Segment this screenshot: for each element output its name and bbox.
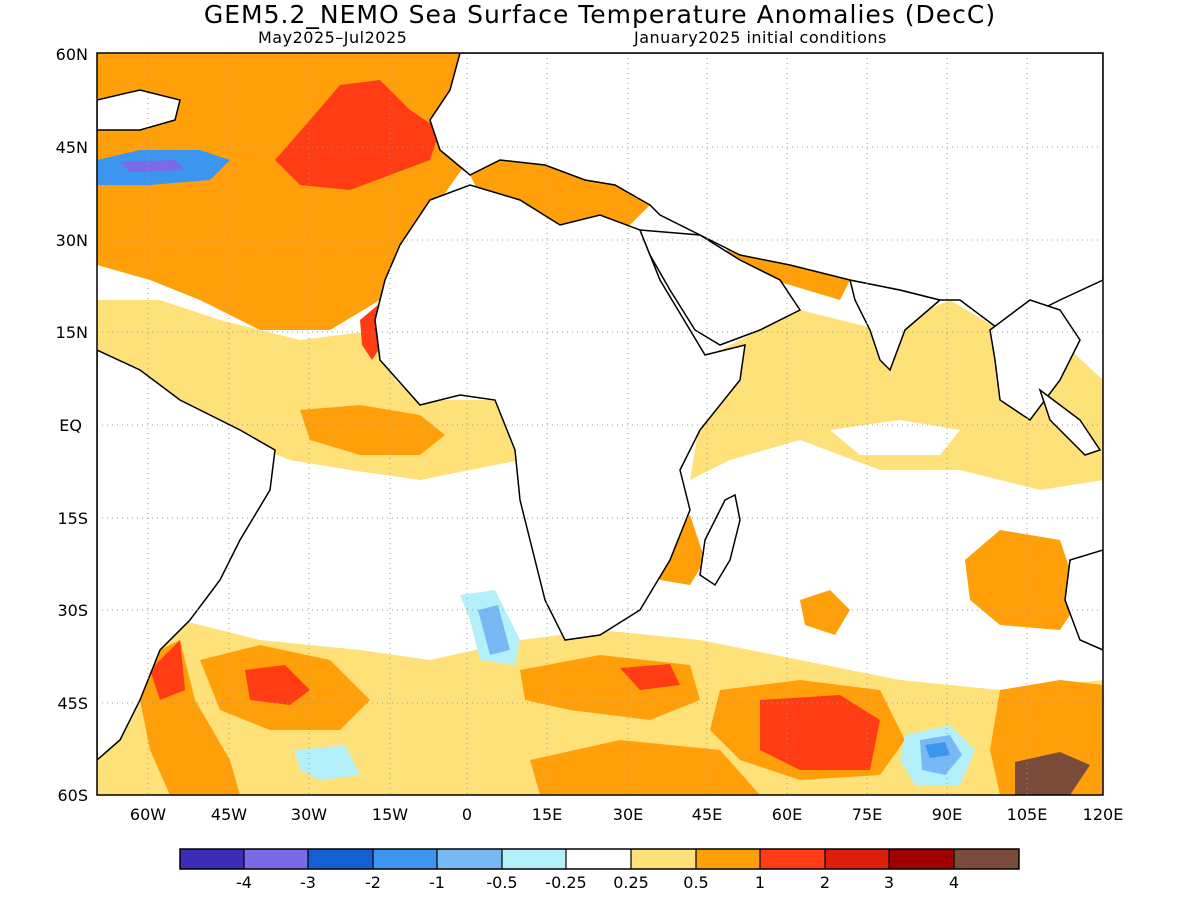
legend-swatch xyxy=(244,849,308,869)
south-indian-orange-2 xyxy=(800,590,850,635)
lon-label: 60E xyxy=(772,805,802,824)
southern-ocean-red-3 xyxy=(760,695,880,770)
lat-label: 30S xyxy=(57,601,88,620)
lon-label: 60W xyxy=(130,805,166,824)
map-frame xyxy=(96,52,1104,796)
legend-frame xyxy=(179,848,1020,870)
lon-label: 15E xyxy=(532,805,562,824)
legend-swatch xyxy=(631,849,696,869)
legend-label: -0.25 xyxy=(545,873,586,892)
color-legend: -4 -3 -2 -1 -0.5 -0.25 0.25 0.5 1 2 3 4 xyxy=(179,848,1020,892)
lat-label: 15S xyxy=(57,509,88,528)
southern-ocean-cold-2 xyxy=(295,745,360,780)
legend-label: -3 xyxy=(300,873,316,892)
north-atlantic-red xyxy=(275,80,440,190)
lat-label: 60N xyxy=(56,45,88,64)
legend-swatch xyxy=(825,849,889,869)
legend-swatch xyxy=(180,849,244,869)
lon-label: 30W xyxy=(291,805,327,824)
lon-label: 120E xyxy=(1083,805,1124,824)
lat-axis: 60N 45N 30N 15N EQ 15S 30S 45S 60S xyxy=(56,45,88,805)
north-america-edge xyxy=(97,89,181,131)
south-atlantic-red-west xyxy=(150,640,185,700)
indian-ocean-white-patch xyxy=(830,420,960,455)
legend-label: 2 xyxy=(820,873,830,892)
arabia-landmass xyxy=(638,229,802,346)
southeast-asia-landmass xyxy=(989,299,1081,422)
legend-swatch xyxy=(696,849,760,869)
legend-swatch xyxy=(889,849,954,869)
lon-label: 45W xyxy=(211,805,247,824)
lat-label: 45N xyxy=(56,138,88,157)
lat-label: 60S xyxy=(57,786,88,805)
legend-label: 0.25 xyxy=(613,873,649,892)
southern-ocean-brown xyxy=(1015,752,1090,795)
legend-label: 4 xyxy=(949,873,959,892)
southern-ocean-red-1 xyxy=(245,665,310,705)
legend-swatch xyxy=(373,849,437,869)
legend-swatch xyxy=(566,849,631,869)
lon-label: 75E xyxy=(852,805,882,824)
south-indian-orange-1 xyxy=(965,530,1080,630)
madagascar-landmass xyxy=(699,493,741,587)
legend-label: -4 xyxy=(236,873,252,892)
legend-label: 3 xyxy=(884,873,894,892)
lat-label: 45S xyxy=(57,694,88,713)
southern-ocean-red-2 xyxy=(620,664,680,690)
south-america-landmass xyxy=(97,349,276,761)
legend-dividers xyxy=(243,849,955,869)
lon-gridlines xyxy=(147,53,1028,795)
southern-ocean-cold-deep-3 xyxy=(925,742,950,758)
legend-label: -1 xyxy=(429,873,445,892)
mediterranean-anomaly xyxy=(470,160,650,230)
legend-label: -2 xyxy=(365,873,381,892)
southern-ocean-orange-4 xyxy=(530,740,760,795)
map-title: GEM5.2_NEMO Sea Surface Temperature Anom… xyxy=(203,0,997,29)
lon-axis: 60W 45W 30W 15W 0 15E 30E 45E 60E 75E 90… xyxy=(130,805,1123,824)
lat-label: 30N xyxy=(56,231,88,250)
lat-label: 15N xyxy=(56,323,88,342)
map-area xyxy=(97,53,1103,795)
lon-label: 45E xyxy=(692,805,722,824)
legend-swatch xyxy=(308,849,373,869)
north-atlantic-cold-core xyxy=(120,160,185,172)
lon-label: 0 xyxy=(462,805,472,824)
legend-swatch xyxy=(437,849,502,869)
lon-label: 30E xyxy=(613,805,643,824)
legend-swatch xyxy=(760,849,825,869)
legend-label: 0.5 xyxy=(683,873,708,892)
forecast-period: May2025–Jul2025 xyxy=(258,28,408,47)
equatorial-atlantic-orange xyxy=(300,405,445,455)
legend-swatch xyxy=(954,849,1019,869)
legend-swatch xyxy=(502,849,566,869)
legend-label: -0.5 xyxy=(486,873,517,892)
sumatra-landmass xyxy=(1038,387,1102,456)
lon-label: 15W xyxy=(372,805,408,824)
lon-label: 90E xyxy=(932,805,962,824)
australia-edge xyxy=(1064,549,1103,651)
lon-label: 105E xyxy=(1007,805,1048,824)
south-atlantic-cold-core xyxy=(478,605,510,655)
lat-label: EQ xyxy=(59,416,82,435)
initial-conditions: January2025 initial conditions xyxy=(634,28,887,47)
legend-label: 1 xyxy=(755,873,765,892)
